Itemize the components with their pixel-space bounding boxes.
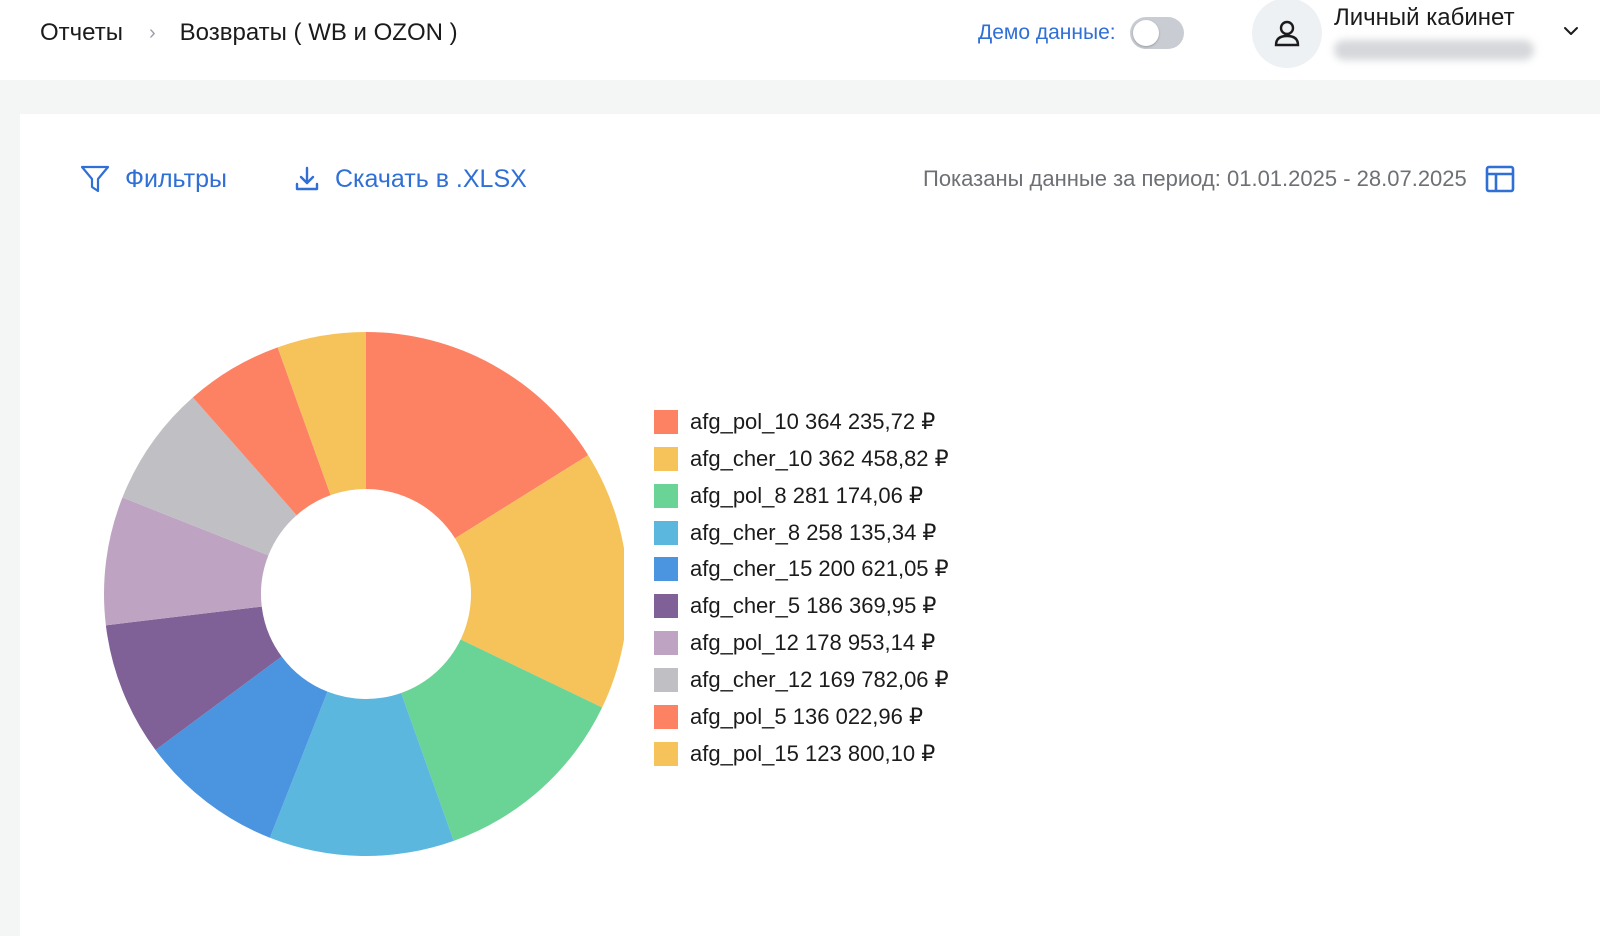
donut-slice-afg_pol_12[interactable] <box>104 497 269 626</box>
report-card: Фильтры Скачать в .XLSX Показаны данные … <box>20 114 1600 936</box>
chevron-down-icon[interactable] <box>1562 22 1580 45</box>
legend-label: afg_pol_5 136 022,96 ₽ <box>690 704 923 729</box>
legend-item[interactable]: afg_pol_5 136 022,96 ₽ <box>654 702 923 732</box>
legend-label: afg_cher_12 169 782,06 ₽ <box>690 667 949 692</box>
breadcrumb: Отчеты › Возвраты ( WB и OZON ) <box>40 16 458 50</box>
donut-slice-afg_pol_8[interactable] <box>401 639 603 841</box>
legend-item[interactable]: afg_pol_8 281 174,06 ₽ <box>654 481 923 511</box>
top-bar: Отчеты › Возвраты ( WB и OZON ) Демо дан… <box>0 0 1600 80</box>
breadcrumb-item-reports[interactable]: Отчеты <box>40 19 123 46</box>
period-info: Показаны данные за период: 01.01.2025 - … <box>923 162 1515 196</box>
legend-swatch <box>654 557 678 581</box>
donut-slice-afg_pol_15[interactable] <box>277 332 366 496</box>
account-title: Личный кабинет <box>1334 4 1515 31</box>
donut-slice-afg_cher_10[interactable] <box>455 455 624 708</box>
legend-item[interactable]: afg_pol_15 123 800,10 ₽ <box>654 739 935 769</box>
demo-data-label: Демо данные: <box>978 21 1116 44</box>
filters-label: Фильтры <box>125 164 227 193</box>
donut-slice-afg_cher_15[interactable] <box>155 656 328 838</box>
legend-swatch <box>654 705 678 729</box>
breadcrumb-separator: › <box>148 21 156 44</box>
legend-item[interactable]: afg_cher_12 169 782,06 ₽ <box>654 665 949 695</box>
avatar[interactable] <box>1252 0 1322 68</box>
demo-data-toggle[interactable] <box>1129 17 1184 49</box>
download-icon <box>293 165 335 193</box>
legend-label: afg_pol_8 281 174,06 ₽ <box>690 483 923 508</box>
legend-swatch <box>654 631 678 655</box>
legend-swatch <box>654 521 678 545</box>
user-icon <box>1271 17 1303 49</box>
toggle-knob <box>1132 20 1159 46</box>
legend-item[interactable]: afg_cher_5 186 369,95 ₽ <box>654 591 936 621</box>
legend-swatch <box>654 668 678 692</box>
legend-item[interactable]: afg_pol_12 178 953,14 ₽ <box>654 628 935 658</box>
legend-item[interactable]: afg_cher_15 200 621,05 ₽ <box>654 554 949 584</box>
donut-slice-afg_cher_12[interactable] <box>122 397 297 556</box>
demo-data-control: Демо данные: <box>978 16 1184 50</box>
returns-donut-chart <box>104 332 624 857</box>
legend-item[interactable]: afg_cher_8 258 135,34 ₽ <box>654 518 936 548</box>
legend-item[interactable]: afg_cher_10 362 458,82 ₽ <box>654 444 949 474</box>
calendar-layout-icon[interactable] <box>1485 165 1515 193</box>
legend-swatch <box>654 484 678 508</box>
legend-swatch <box>654 447 678 471</box>
download-label: Скачать в .XLSX <box>335 164 527 193</box>
legend-label: afg_pol_12 178 953,14 ₽ <box>690 630 936 655</box>
legend-label: afg_pol_10 364 235,72 ₽ <box>690 409 936 434</box>
donut-slice-afg_cher_8[interactable] <box>269 691 454 857</box>
legend-swatch <box>654 410 678 434</box>
legend-label: afg_cher_5 186 369,95 ₽ <box>690 593 937 618</box>
account-menu[interactable]: Личный кабинет <box>1334 2 1564 72</box>
legend-label: afg_cher_8 258 135,34 ₽ <box>690 520 937 545</box>
filters-button[interactable]: Фильтры <box>79 162 227 196</box>
donut-slice-afg_pol_5[interactable] <box>192 347 331 516</box>
filter-icon <box>79 163 125 195</box>
breadcrumb-item-returns: Возвраты ( WB и OZON ) <box>179 19 458 46</box>
legend-item[interactable]: afg_pol_10 364 235,72 ₽ <box>654 407 935 437</box>
donut-slice-afg_cher_5[interactable] <box>105 606 282 750</box>
legend-label: afg_pol_15 123 800,10 ₽ <box>690 741 936 766</box>
legend-swatch <box>654 742 678 766</box>
donut-slice-afg_pol_10[interactable] <box>366 332 589 539</box>
period-text: Показаны данные за период: 01.01.2025 - … <box>923 166 1467 191</box>
legend-swatch <box>654 594 678 618</box>
download-xlsx-button[interactable]: Скачать в .XLSX <box>293 162 527 196</box>
account-email-blurred <box>1334 40 1534 60</box>
legend-label: afg_cher_10 362 458,82 ₽ <box>690 446 949 471</box>
legend-label: afg_cher_15 200 621,05 ₽ <box>690 556 949 581</box>
